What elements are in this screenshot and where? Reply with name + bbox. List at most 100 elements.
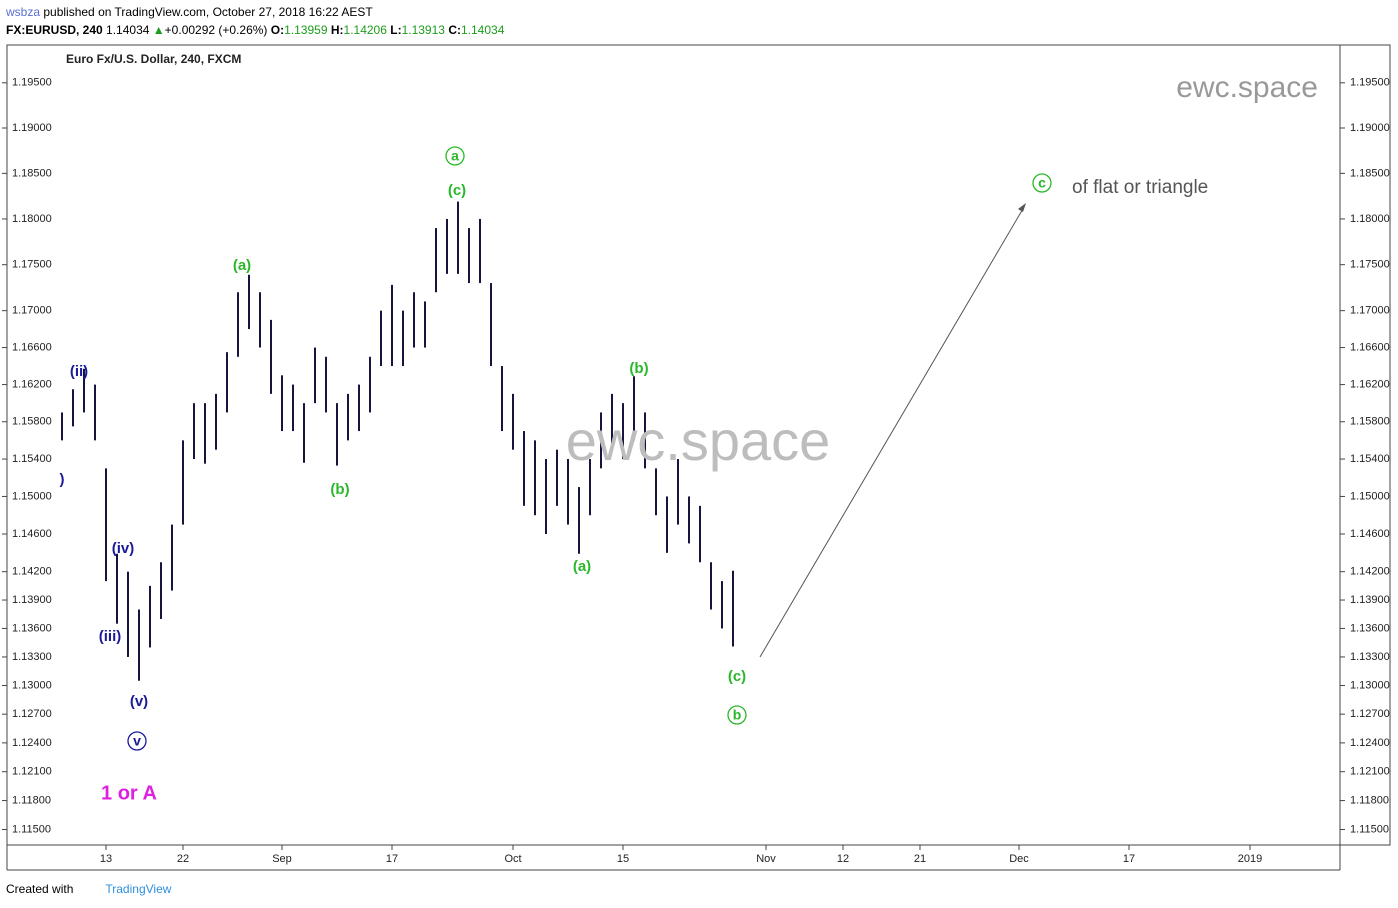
y-tick-label: 1.17000: [1350, 305, 1390, 317]
published: published on TradingView.com, October 27…: [43, 5, 373, 19]
arrow: ▲: [152, 23, 165, 37]
y-tick-label: 1.13900: [12, 594, 52, 606]
y-tick-label: 1.12100: [1350, 766, 1390, 778]
annotation-circle: [1032, 173, 1052, 193]
annotation: a: [451, 148, 459, 164]
annotation: v: [133, 733, 141, 749]
annotation: ewc.space: [1176, 71, 1318, 104]
y-tick-label: 1.15800: [12, 416, 52, 428]
annotation: (c): [728, 668, 746, 685]
header: wsbza published on TradingView.com, Octo…: [6, 3, 504, 39]
y-tick-label: 1.18000: [12, 213, 52, 225]
annotation: (b): [629, 360, 648, 377]
y-tick-label: 1.14200: [1350, 566, 1390, 578]
annotation: 1 or A: [101, 782, 157, 804]
footer: Created with TradingView: [6, 882, 171, 896]
o-label: O:: [270, 23, 285, 37]
x-tick-label: 15: [617, 853, 629, 865]
annotation: (c): [448, 182, 466, 199]
annotation: (iii): [99, 628, 122, 645]
annotation: ewc.space: [566, 409, 831, 472]
annotation: (iv): [112, 540, 135, 557]
created: Created with: [6, 882, 74, 896]
c: 1.14034: [460, 23, 505, 37]
x-tick-label: 12: [837, 853, 849, 865]
annotation: (a): [233, 257, 251, 274]
y-tick-label: 1.16200: [1350, 378, 1390, 390]
y-tick-label: 1.13000: [12, 679, 52, 691]
y-tick-label: 1.11800: [1350, 794, 1389, 806]
x-tick-label: Nov: [756, 853, 776, 865]
y-tick-label: 1.19500: [12, 77, 52, 89]
annotation-circle: [127, 731, 147, 751]
y-tick-label: 1.18500: [12, 167, 52, 179]
brand[interactable]: TradingView: [105, 882, 172, 896]
y-tick-label: 1.13300: [1350, 651, 1390, 663]
axis-frame: [1339, 44, 1391, 846]
x-tick-label: 17: [386, 853, 398, 865]
user[interactable]: wsbza: [6, 5, 41, 19]
y-tick-label: 1.12700: [1350, 708, 1390, 720]
y-tick-label: 1.16600: [12, 341, 52, 353]
y-tick-label: 1.16200: [12, 378, 52, 390]
annotation: (ii): [70, 363, 88, 380]
y-tick-label: 1.14600: [12, 528, 52, 540]
h-label: H:: [330, 23, 344, 37]
y-tick-label: 1.14600: [1350, 528, 1390, 540]
y-tick-label: 1.12400: [12, 737, 52, 749]
x-tick-label: 21: [914, 853, 926, 865]
annotation: (v): [130, 693, 148, 710]
annotation: c: [1038, 175, 1046, 191]
y-tick-label: 1.12400: [1350, 737, 1390, 749]
annotation: (a): [573, 558, 591, 575]
chart-title: Euro Fx/U.S. Dollar, 240, FXCM: [66, 52, 241, 66]
chart: Euro Fx/U.S. Dollar, 240, FXCM 1.19500 1.…: [2, 44, 1391, 871]
y-tick-label: 1.19000: [12, 122, 52, 134]
y-tick-label: 1.15000: [12, 490, 52, 502]
y-tick-label: 1.13300: [12, 651, 52, 663]
annotation: of flat or triangle: [1072, 177, 1208, 198]
annotation: (b): [330, 481, 349, 498]
y-tick-label: 1.13000: [1350, 679, 1390, 691]
x-tick-label: 17: [1123, 853, 1135, 865]
y-tick-label: 1.19000: [1350, 122, 1390, 134]
y-tick-label: 1.14200: [12, 566, 52, 578]
y-tick-label: 1.13600: [1350, 622, 1390, 634]
x-tick-label: 22: [177, 853, 189, 865]
annotation: ): [60, 471, 65, 488]
last: 1.14034: [106, 23, 150, 37]
o: 1.13959: [284, 23, 328, 37]
y-tick-label: 1.15800: [1350, 416, 1390, 428]
y-tick-label: 1.13900: [1350, 594, 1390, 606]
y-tick-label: 1.17500: [1350, 259, 1390, 271]
x-tick-label: 2019: [1238, 853, 1262, 865]
x-tick-label: Dec: [1009, 853, 1029, 865]
arrow: [759, 206, 1025, 658]
annotation: b: [733, 707, 742, 723]
y-tick-label: 1.17000: [12, 305, 52, 317]
y-tick-label: 1.19500: [1350, 77, 1390, 89]
y-tick-label: 1.12700: [12, 708, 52, 720]
h: 1.14206: [343, 23, 387, 37]
l: 1.13913: [401, 23, 445, 37]
y-tick-label: 1.11500: [1350, 823, 1389, 835]
annotation-circle: [727, 705, 747, 725]
l-label: L:: [390, 23, 402, 37]
x-tick-label: Sep: [272, 853, 292, 865]
change: +0.00292 (+0.26%): [164, 23, 268, 37]
symbol: FX:EURUSD, 240: [6, 23, 103, 37]
y-tick-label: 1.13600: [12, 622, 52, 634]
x-tick-label: Oct: [504, 853, 521, 865]
y-tick-label: 1.12100: [12, 766, 52, 778]
y-tick-label: 1.15400: [1350, 453, 1390, 465]
y-tick-label: 1.18000: [1350, 213, 1390, 225]
annotation-circle: [445, 146, 465, 166]
y-tick-label: 1.17500: [12, 259, 52, 271]
y-tick-label: 1.11500: [12, 823, 51, 835]
y-tick-label: 1.11800: [12, 794, 51, 806]
arrow-head: [1018, 203, 1026, 212]
y-tick-label: 1.18500: [1350, 167, 1390, 179]
y-tick-label: 1.16600: [1350, 341, 1390, 353]
x-tick-label: 13: [100, 853, 112, 865]
c-label: C:: [448, 23, 461, 37]
